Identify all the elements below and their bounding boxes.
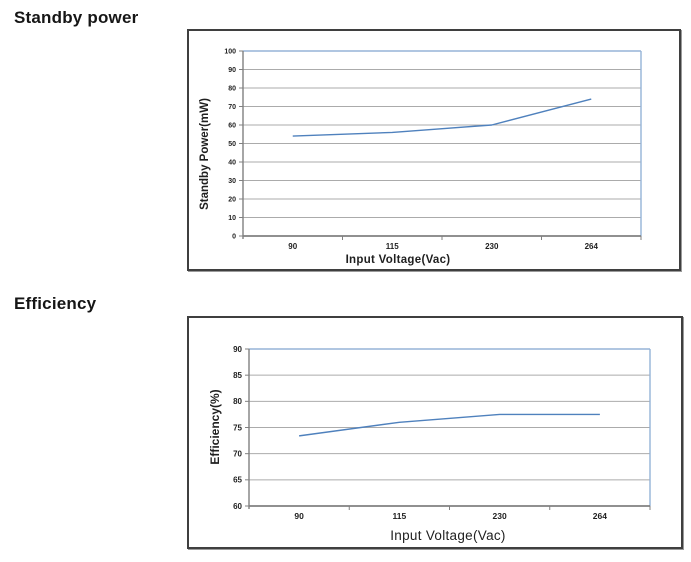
standby-power-plot: 0 10 20 30 40 50 60 70 80 90 100 90 115 230 264 Input V… (199, 49, 642, 266)
x-tick-label: 90 (288, 242, 297, 251)
x-tick-label: 230 (493, 511, 507, 521)
y-tick-label: 75 (233, 423, 242, 432)
y-tick-label: 40 (228, 160, 236, 167)
plot-border (243, 50, 642, 236)
y-tick-label: 80 (228, 86, 236, 93)
gridlines (249, 374, 650, 507)
y-tick-label: 65 (233, 476, 242, 485)
y-tick-label: 90 (228, 67, 236, 74)
y-tick-label: 10 (228, 215, 236, 222)
x-tick-label: 115 (393, 511, 407, 521)
y-tick-labels: 0 10 20 30 40 50 60 70 80 90 100 (224, 49, 243, 241)
y-tick-labels: 60 65 70 75 80 85 90 (233, 345, 249, 511)
axes (242, 51, 641, 239)
y-tick-label: 0 (232, 234, 236, 241)
y-tick-label: 70 (233, 450, 242, 459)
y-tick-label: 85 (233, 371, 242, 380)
gridlines (243, 69, 641, 237)
plot-border (249, 348, 651, 506)
standby-power-chart: 0 10 20 30 40 50 60 70 80 90 100 90 115 230 264 Input V… (187, 29, 681, 271)
x-axis-title: Input Voltage(Vac) (346, 254, 451, 266)
section-title-efficiency: Efficiency (14, 294, 97, 313)
y-tick-label: 50 (228, 141, 236, 148)
x-tick-labels: 90 115 230 264 (294, 506, 651, 521)
y-tick-label: 80 (233, 397, 242, 406)
y-tick-label: 70 (228, 104, 236, 111)
x-tick-label: 264 (585, 242, 599, 251)
section-title-standby-power: Standby power (14, 8, 139, 27)
axes (248, 349, 650, 509)
efficiency-chart: 60 65 70 75 80 85 90 90 115 230 264 Input Voltage(V… (187, 316, 683, 549)
y-tick-label: 20 (228, 197, 236, 204)
x-tick-label: 264 (593, 511, 607, 521)
series-line (299, 413, 600, 437)
x-axis-title: Input Voltage(Vac) (390, 528, 505, 543)
x-tick-label: 90 (294, 511, 304, 521)
series-line (292, 98, 592, 137)
y-tick-label: 60 (228, 123, 236, 130)
y-axis-title: Standby Power(mW) (199, 98, 211, 210)
y-tick-label: 90 (233, 345, 242, 354)
y-axis-title: Efficiency(%) (208, 389, 222, 464)
x-tick-label: 230 (485, 242, 499, 251)
x-tick-labels: 90 115 230 264 (288, 236, 642, 251)
y-tick-label: 30 (228, 178, 236, 185)
x-tick-label: 115 (386, 242, 399, 251)
y-tick-label: 60 (233, 502, 242, 511)
efficiency-plot: 60 65 70 75 80 85 90 90 115 230 264 Input Voltage(V… (208, 345, 651, 543)
y-tick-label: 100 (224, 49, 236, 56)
